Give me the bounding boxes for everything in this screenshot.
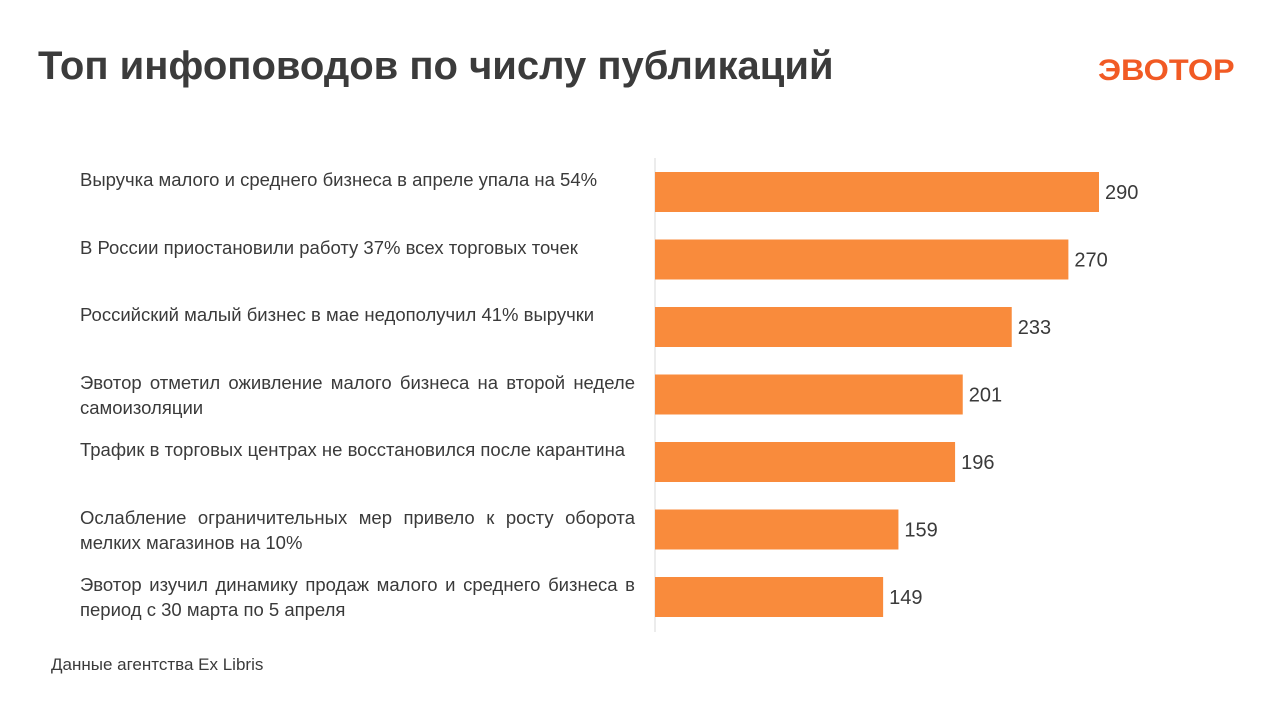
category-label: Эвотор изучил динамику продаж малого и с… bbox=[80, 574, 635, 620]
category-label: В России приостановили работу 37% всех т… bbox=[80, 236, 578, 258]
data-label: 196 bbox=[961, 452, 994, 474]
category-label: Эвотор отметил оживление малого бизнеса … bbox=[80, 371, 635, 418]
category-label: Ослабление ограничительных мер привело к… bbox=[80, 506, 635, 553]
bar bbox=[655, 374, 963, 415]
evotor-logo: ЭВОТОР bbox=[1098, 54, 1235, 87]
data-label: 233 bbox=[1018, 317, 1051, 339]
bar bbox=[655, 442, 956, 482]
data-label: 149 bbox=[889, 587, 922, 609]
data-label: 201 bbox=[969, 385, 1002, 407]
category-label: Выручка малого и среднего бизнеса в апре… bbox=[80, 169, 598, 190]
bar bbox=[655, 172, 1099, 212]
bar bbox=[655, 577, 884, 617]
data-label: 159 bbox=[904, 520, 937, 542]
category-label: Трафик в торговых центрах не восстановил… bbox=[80, 439, 626, 460]
source-note: Данные агентства Ex Libris bbox=[51, 655, 264, 674]
bar bbox=[655, 239, 1069, 280]
bar bbox=[655, 509, 899, 550]
data-label: 290 bbox=[1105, 182, 1138, 204]
page-title: Топ инфоповодов по числу публикаций bbox=[38, 44, 834, 88]
category-label: Российский малый бизнес в мае недополучи… bbox=[80, 304, 595, 325]
bar bbox=[655, 307, 1012, 347]
data-label: 270 bbox=[1074, 250, 1107, 272]
